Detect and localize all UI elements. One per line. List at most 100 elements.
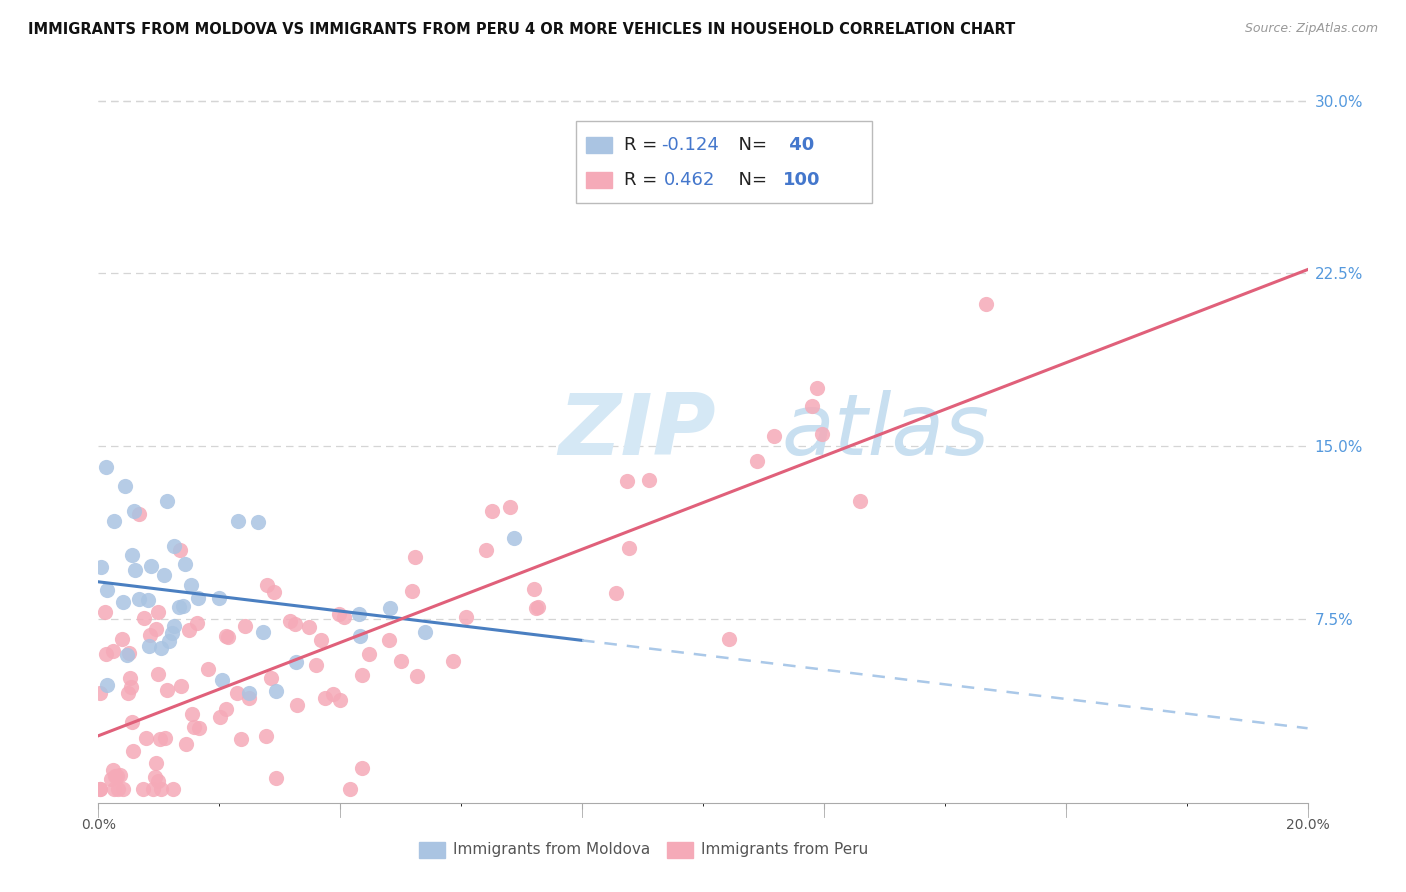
Point xyxy=(181,706,204,721)
Point xyxy=(811,427,834,442)
Point xyxy=(124,563,146,577)
Text: 100: 100 xyxy=(783,171,820,189)
Point xyxy=(157,633,180,648)
Point xyxy=(101,763,124,777)
Point xyxy=(441,654,464,668)
Point xyxy=(263,584,285,599)
Point xyxy=(183,720,205,734)
Point xyxy=(197,662,219,676)
Point xyxy=(115,648,138,663)
Point xyxy=(96,582,118,597)
Point xyxy=(378,600,401,615)
Point xyxy=(285,698,308,712)
Point xyxy=(217,630,239,644)
Point xyxy=(456,610,478,624)
Point xyxy=(176,737,198,751)
Point xyxy=(349,607,371,621)
Text: N=: N= xyxy=(727,136,773,153)
Point xyxy=(132,782,155,797)
Point xyxy=(264,684,287,698)
Point xyxy=(174,557,197,571)
Point xyxy=(329,693,352,707)
Point xyxy=(762,429,785,443)
Point xyxy=(96,678,118,692)
Point xyxy=(526,601,548,615)
Point xyxy=(974,297,997,311)
Point xyxy=(349,629,371,643)
Point xyxy=(215,629,238,643)
Point xyxy=(309,632,332,647)
Point xyxy=(238,691,260,706)
Point xyxy=(304,657,326,672)
Point xyxy=(94,459,117,474)
Point xyxy=(208,710,231,724)
Bar xyxy=(586,172,613,187)
Point xyxy=(94,647,117,661)
Point xyxy=(112,595,135,609)
Text: atlas: atlas xyxy=(782,390,990,474)
Point xyxy=(527,599,550,614)
Point xyxy=(110,768,132,782)
Point xyxy=(266,772,288,786)
Point xyxy=(378,632,401,647)
Point xyxy=(226,515,249,529)
Point xyxy=(616,474,638,488)
Point xyxy=(145,622,167,636)
Point xyxy=(167,600,190,615)
FancyBboxPatch shape xyxy=(576,121,872,203)
Point xyxy=(163,539,186,553)
Point xyxy=(389,655,412,669)
Point xyxy=(285,655,308,669)
Point xyxy=(801,399,824,413)
Point xyxy=(89,686,111,700)
Point xyxy=(128,508,150,522)
Point xyxy=(475,542,498,557)
Text: -0.124: -0.124 xyxy=(661,136,718,153)
Text: 0.0%: 0.0% xyxy=(82,819,115,832)
Point xyxy=(139,628,162,642)
Point xyxy=(225,686,247,700)
Point xyxy=(246,515,269,529)
Point xyxy=(413,625,436,640)
Point xyxy=(188,721,211,735)
Point xyxy=(135,731,157,745)
Point xyxy=(350,761,373,775)
Point xyxy=(638,473,661,487)
Point xyxy=(605,586,627,600)
Point xyxy=(162,782,184,797)
Point xyxy=(284,617,307,632)
Text: R =: R = xyxy=(624,136,664,153)
Point xyxy=(121,548,143,562)
Point xyxy=(848,494,870,508)
Bar xyxy=(419,842,446,858)
Point xyxy=(617,541,640,555)
Point xyxy=(156,494,179,508)
Point xyxy=(256,578,278,592)
Point xyxy=(104,769,127,783)
Point xyxy=(153,568,176,582)
Point xyxy=(111,632,134,646)
Point xyxy=(146,774,169,789)
Point xyxy=(138,639,160,653)
Point xyxy=(145,770,167,784)
Point xyxy=(160,626,183,640)
Point xyxy=(278,614,301,628)
Text: 20.0%: 20.0% xyxy=(1285,819,1330,832)
Point xyxy=(89,782,111,797)
Bar xyxy=(586,137,613,153)
Point xyxy=(89,782,111,797)
Point xyxy=(180,577,202,591)
Point xyxy=(148,666,170,681)
Legend: R = -0.124   N=  40, R =  0.462   N= 100: R = -0.124 N= 40, R = 0.462 N= 100 xyxy=(463,99,738,186)
Point xyxy=(94,606,117,620)
Point xyxy=(339,782,361,797)
Point xyxy=(359,647,381,661)
Text: Immigrants from Moldova: Immigrants from Moldova xyxy=(453,842,650,856)
Text: 0.462: 0.462 xyxy=(664,171,716,189)
Bar xyxy=(666,842,693,858)
Point xyxy=(142,782,165,797)
Point xyxy=(122,744,145,758)
Point xyxy=(163,619,186,633)
Point xyxy=(156,682,179,697)
Point xyxy=(238,686,260,700)
